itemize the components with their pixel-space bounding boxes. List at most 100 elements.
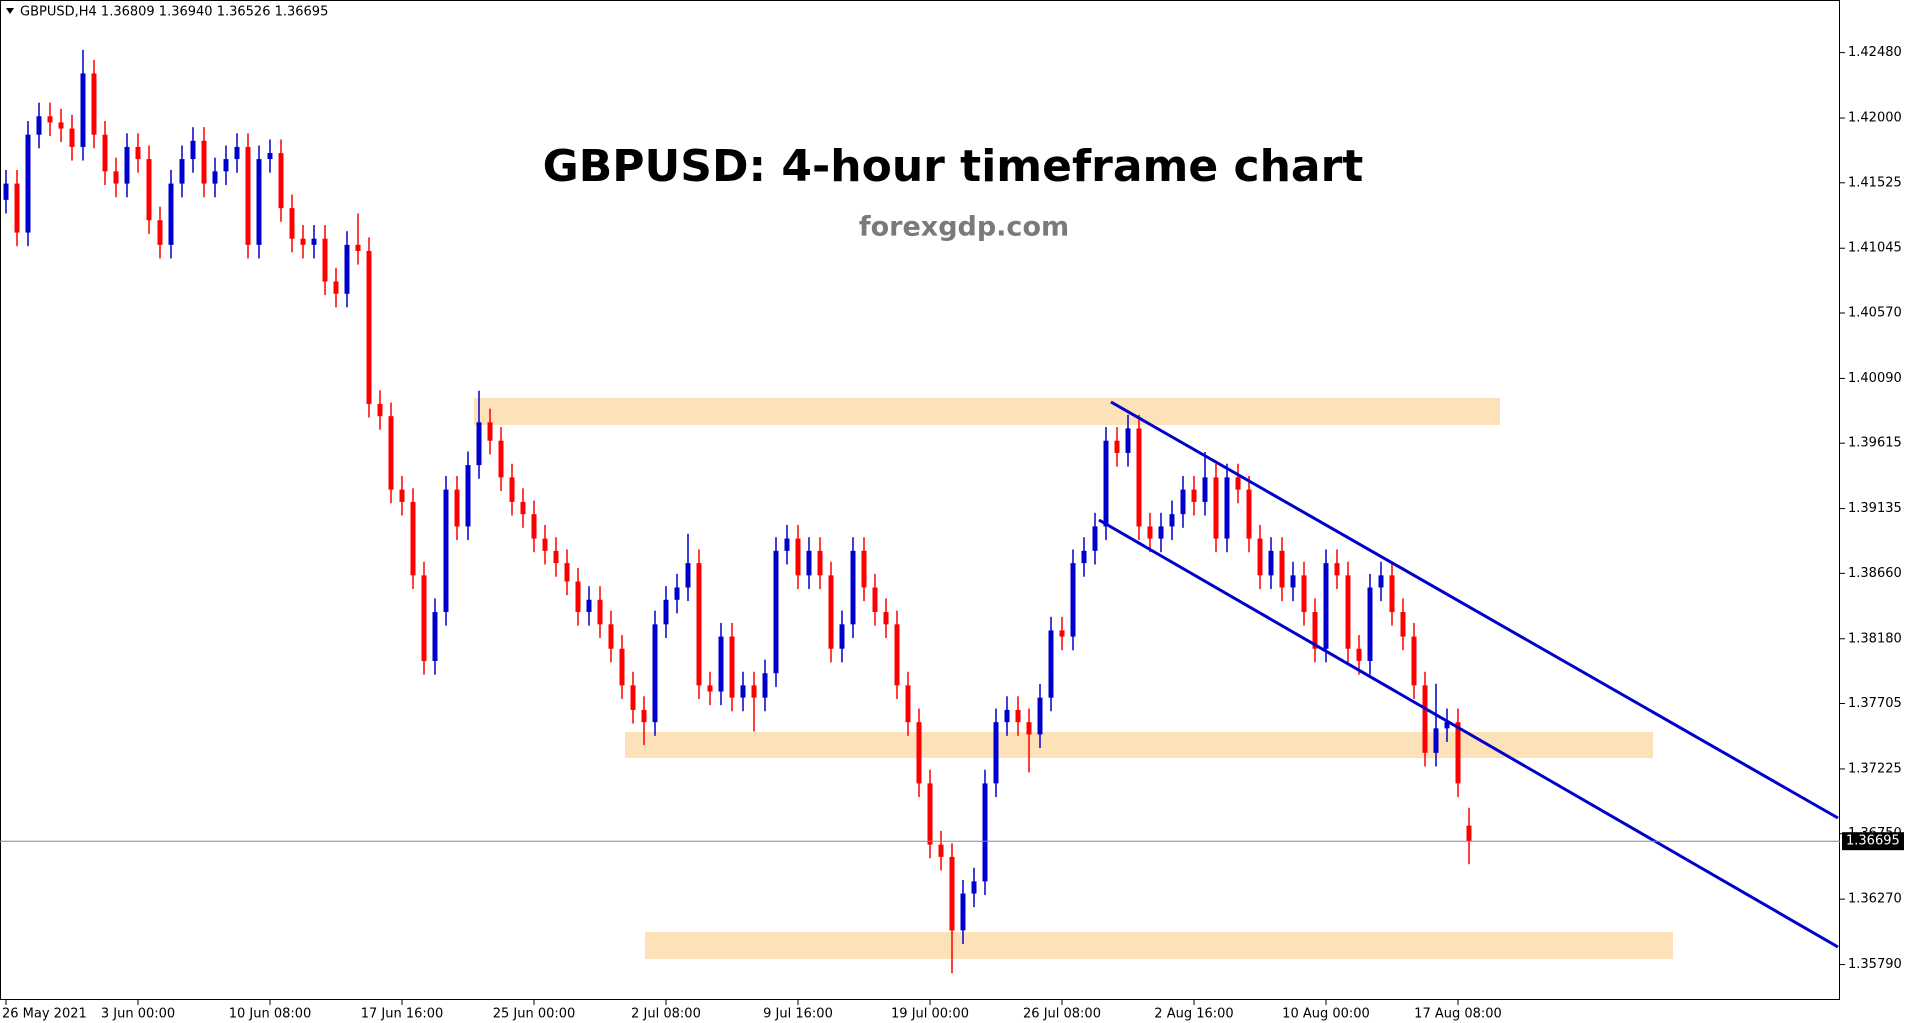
y-tick-label: 1.41045	[1848, 241, 1902, 256]
candle-body	[388, 416, 394, 490]
x-tick-label: 26 Jul 08:00	[1023, 1007, 1101, 1022]
candle-body	[806, 550, 812, 576]
candle-body	[1202, 477, 1208, 502]
y-tick-label: 1.38180	[1848, 631, 1902, 646]
candle-body	[894, 624, 900, 686]
candle-body	[575, 581, 581, 613]
candle-body	[3, 183, 9, 200]
candle-body	[949, 856, 955, 931]
header: GBPUSD,H4 1.36809 1.36940 1.36526 1.3669…	[20, 5, 328, 20]
candle-body	[674, 587, 680, 600]
candle-body	[1004, 709, 1010, 723]
candle-body	[113, 171, 119, 184]
y-tick-label: 1.40090	[1848, 371, 1902, 386]
candle-body	[421, 575, 427, 661]
candles	[3, 49, 1472, 974]
candle-body	[1312, 612, 1318, 649]
candle-body	[619, 648, 625, 686]
candle-body	[1136, 428, 1142, 527]
candle-body	[1169, 514, 1175, 527]
candle-body	[344, 244, 350, 294]
candle-body	[960, 893, 966, 931]
candle-body	[36, 116, 42, 135]
candle-body	[971, 881, 977, 894]
candle-body	[630, 685, 636, 710]
x-tick-label: 3 Jun 00:00	[101, 1007, 175, 1022]
y-tick-label: 1.37705	[1848, 696, 1902, 711]
candle-body	[476, 422, 482, 466]
channel-lower	[1098, 518, 1839, 949]
y-tick-label: 1.40570	[1848, 305, 1902, 320]
candle-body	[641, 709, 647, 723]
candle-body	[1367, 587, 1373, 661]
candle-body	[586, 599, 592, 613]
candle-body	[1422, 685, 1428, 753]
candle-body	[91, 73, 97, 135]
candle-body	[927, 783, 933, 845]
candle-body	[223, 159, 229, 172]
menu-arrow	[6, 8, 14, 14]
candle-body	[729, 636, 735, 698]
candle-body	[47, 116, 53, 123]
candle-body	[1059, 630, 1065, 637]
candle-body	[498, 440, 504, 478]
channel-upper	[1110, 400, 1839, 820]
candle-body	[69, 128, 75, 147]
candle-body	[1213, 477, 1219, 539]
candle-body	[1180, 489, 1186, 515]
candle-body	[850, 550, 856, 625]
y-tick-label: 1.39135	[1848, 501, 1902, 516]
candle-body	[1235, 477, 1241, 490]
candle-body	[179, 159, 185, 184]
y-tick-label: 1.37225	[1848, 761, 1902, 776]
candle-body	[564, 563, 570, 582]
candle-body	[718, 636, 724, 692]
candle-body	[993, 722, 999, 784]
y-tick-label: 1.42480	[1848, 45, 1902, 60]
x-tick-label: 17 Aug 08:00	[1414, 1007, 1502, 1022]
candle-body	[190, 140, 196, 160]
candle-body	[707, 685, 713, 692]
candle-body	[58, 122, 64, 129]
candle-body	[817, 550, 823, 576]
candle-body	[443, 489, 449, 613]
chart-subtitle: forexgdp.com	[859, 212, 1069, 243]
y-tick-label: 1.41525	[1848, 175, 1902, 190]
candle-body	[608, 624, 614, 649]
candle-body	[135, 146, 141, 160]
candle-body	[366, 250, 372, 404]
candle-body	[982, 783, 988, 882]
candle-body	[1455, 722, 1461, 784]
candle-body	[1158, 526, 1164, 539]
support-zone	[625, 732, 1653, 758]
plot-frame	[0, 0, 1840, 1000]
chart-title: GBPUSD: 4-hour timeframe chart	[543, 141, 1364, 192]
candle-body	[773, 550, 779, 674]
candle-body	[938, 844, 944, 857]
candle-body	[355, 244, 361, 251]
candle-body	[762, 673, 768, 698]
candle-body	[201, 140, 207, 184]
y-tick-label: 1.39615	[1848, 436, 1902, 451]
candle-body	[146, 159, 152, 221]
candle-body	[905, 685, 911, 723]
candle-body	[80, 73, 86, 147]
candle-body	[311, 238, 317, 245]
candle-body	[377, 403, 383, 417]
candle-body	[1037, 697, 1043, 735]
candle-body	[784, 538, 790, 551]
candle-body	[597, 599, 603, 625]
support-zone	[645, 932, 1673, 959]
candle-body	[487, 422, 493, 441]
candle-body	[14, 183, 20, 233]
candle-body	[1444, 722, 1450, 729]
candle-body	[1290, 575, 1296, 588]
last-price-box	[1842, 832, 1904, 851]
candle-body	[322, 238, 328, 282]
x-tick-label: 2 Aug 16:00	[1154, 1007, 1233, 1022]
candle-body	[795, 538, 801, 576]
candle-body	[432, 612, 438, 661]
candle-body	[1015, 709, 1021, 723]
candle-body	[828, 575, 834, 649]
